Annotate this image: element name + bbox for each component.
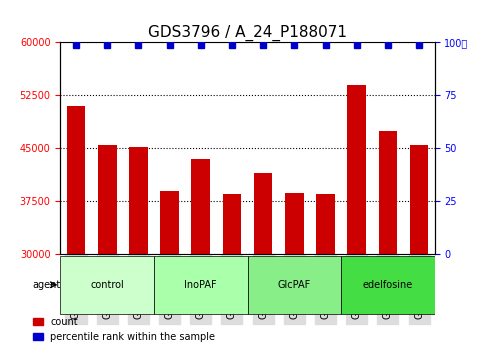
Bar: [347, 85, 366, 354]
Bar: [160, 191, 179, 354]
FancyBboxPatch shape: [341, 256, 435, 314]
Text: InoPAF: InoPAF: [185, 280, 217, 290]
Text: control: control: [90, 280, 124, 290]
Legend: count, percentile rank within the sample: count, percentile rank within the sample: [29, 313, 219, 346]
Bar: [254, 173, 272, 354]
Bar: [285, 193, 304, 354]
Bar: [316, 194, 335, 354]
Bar: [379, 131, 397, 354]
Bar: [98, 145, 116, 354]
Bar: [223, 194, 242, 354]
Bar: [410, 145, 428, 354]
Title: GDS3796 / A_24_P188071: GDS3796 / A_24_P188071: [148, 25, 347, 41]
FancyBboxPatch shape: [154, 256, 247, 314]
Bar: [67, 106, 85, 354]
Text: agent: agent: [32, 280, 60, 290]
Bar: [191, 159, 210, 354]
Text: GlcPAF: GlcPAF: [278, 280, 311, 290]
Text: edelfosine: edelfosine: [363, 280, 413, 290]
FancyBboxPatch shape: [247, 256, 341, 314]
Bar: [129, 147, 148, 354]
FancyBboxPatch shape: [60, 256, 154, 314]
